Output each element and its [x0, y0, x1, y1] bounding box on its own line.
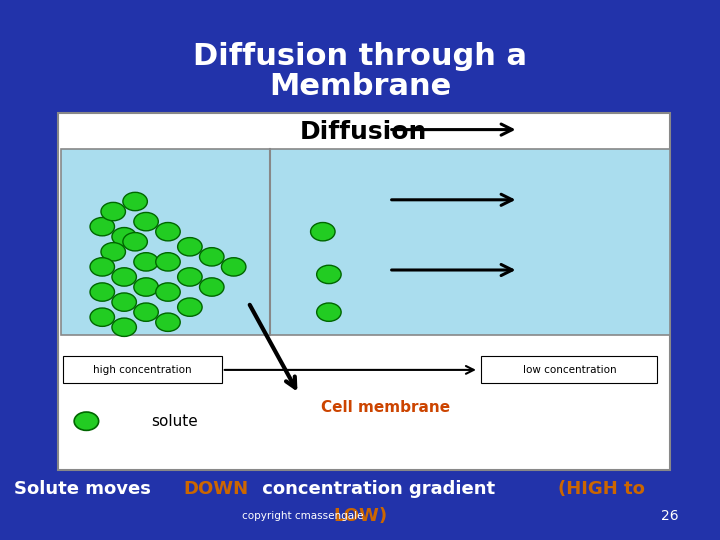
Circle shape	[134, 303, 158, 321]
Circle shape	[317, 265, 341, 284]
Circle shape	[90, 308, 114, 326]
Circle shape	[112, 227, 136, 246]
Circle shape	[178, 238, 202, 256]
Circle shape	[123, 233, 148, 251]
Circle shape	[101, 202, 125, 221]
Circle shape	[74, 412, 99, 430]
Text: Diffusion: Diffusion	[300, 120, 427, 144]
Circle shape	[90, 283, 114, 301]
Bar	[58, 113, 670, 470]
Circle shape	[222, 258, 246, 276]
Circle shape	[90, 218, 114, 236]
Text: 26: 26	[661, 509, 678, 523]
Circle shape	[317, 303, 341, 321]
Text: low concentration: low concentration	[523, 365, 617, 375]
Text: copyright cmassengale: copyright cmassengale	[242, 511, 363, 521]
Bar	[481, 356, 657, 383]
Circle shape	[101, 242, 125, 261]
Circle shape	[310, 222, 335, 241]
Circle shape	[178, 298, 202, 316]
Text: Membrane: Membrane	[269, 72, 451, 101]
Circle shape	[156, 253, 180, 271]
Circle shape	[134, 278, 158, 296]
Circle shape	[156, 222, 180, 241]
Circle shape	[112, 268, 136, 286]
Circle shape	[156, 313, 180, 332]
Circle shape	[134, 212, 158, 231]
Circle shape	[178, 268, 202, 286]
Text: high concentration: high concentration	[93, 365, 191, 375]
Bar	[63, 356, 222, 383]
Circle shape	[199, 278, 224, 296]
Text: DOWN: DOWN	[184, 480, 248, 498]
Text: Cell membrane: Cell membrane	[320, 400, 450, 415]
Circle shape	[134, 253, 158, 271]
Text: Solute moves: Solute moves	[14, 480, 158, 498]
Text: solute: solute	[151, 414, 198, 429]
Circle shape	[112, 293, 136, 311]
Text: concentration gradient: concentration gradient	[256, 480, 501, 498]
Text: (HIGH to: (HIGH to	[558, 480, 645, 498]
Text: Diffusion through a: Diffusion through a	[193, 42, 527, 71]
Circle shape	[199, 248, 224, 266]
Circle shape	[112, 318, 136, 336]
Text: LOW): LOW)	[333, 507, 387, 525]
Circle shape	[156, 283, 180, 301]
Circle shape	[123, 192, 148, 211]
Circle shape	[90, 258, 114, 276]
Bar	[61, 148, 670, 335]
